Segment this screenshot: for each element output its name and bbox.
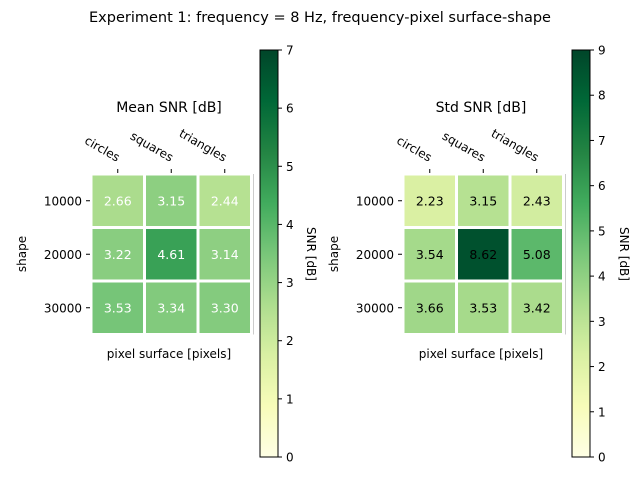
heatmap-cell [508, 279, 565, 336]
colorbar-tick-label: 4 [598, 270, 606, 284]
cell-value-label: 3.34 [157, 300, 185, 315]
colorbar-tick-label: 5 [286, 160, 294, 174]
y-axis-label: shape [15, 236, 29, 272]
y-tick-label: 10000 [44, 194, 82, 208]
heatmap-cell [455, 226, 512, 283]
y-tick-label: 20000 [356, 248, 394, 262]
colorbar-tick-label: 8 [598, 89, 606, 103]
heatmap-cell [455, 172, 512, 229]
colorbar-tick-label: 2 [286, 334, 294, 348]
colorbar-tick-label: 7 [286, 44, 294, 58]
y-tick-label: 10000 [356, 194, 394, 208]
colorbar-tick-label: 4 [286, 218, 294, 232]
colorbar-tick-label: 5 [598, 224, 606, 238]
cell-value-label: 3.53 [469, 300, 497, 315]
x-tick-label: circles [82, 133, 122, 164]
cell-value-label: 3.66 [416, 300, 444, 315]
heatmap-panel-mean: Mean SNR [dB] 2.66 3.15 2.44 3.22 4.61 3.14 3.… [15, 44, 318, 465]
panel-title: Std SNR [dB] [436, 100, 527, 116]
heatmap-cell [508, 172, 565, 229]
cell-value-label: 2.44 [211, 193, 239, 208]
colorbar: 0 1 2 3 4 5 6 7 [259, 44, 294, 465]
heatmap-cell [455, 279, 512, 336]
cell-value-label: 3.14 [211, 247, 239, 262]
colorbar-tick-label: 1 [598, 405, 606, 419]
heatmap-panel-std: Std SNR [dB] 2.23 3.15 2.43 3.54 8.62 5.08 3.6… [327, 44, 631, 465]
cell-value-label: 2.43 [523, 193, 551, 208]
x-axis-ticks: circles squares triangles [82, 126, 229, 173]
x-axis-label: pixel surface [pixels] [107, 347, 231, 361]
x-tick-label: squares [440, 129, 488, 165]
cell-value-label: 3.53 [104, 300, 132, 315]
colorbar-tick-label: 3 [598, 315, 606, 329]
colorbar-tick-label: 2 [598, 360, 606, 374]
heatmap-cells: 2.23 3.15 2.43 3.54 8.62 5.08 3.66 3.53 3.42 [401, 172, 566, 336]
heatmap-cell [508, 226, 565, 283]
heatmap-cell [196, 226, 253, 283]
y-axis-label: shape [327, 236, 341, 272]
x-tick-label: triangles [489, 126, 541, 164]
colorbar-tick-label: 0 [286, 451, 294, 465]
cell-value-label: 3.15 [469, 193, 497, 208]
heatmap-cells: 2.66 3.15 2.44 3.22 4.61 3.14 3.53 3.34 3.30 [89, 172, 254, 336]
cell-value-label: 3.30 [211, 300, 239, 315]
colorbar-tick-label: 7 [598, 134, 606, 148]
colorbar-gradient [571, 49, 591, 458]
cell-value-label: 3.22 [104, 247, 132, 262]
x-axis-label: pixel surface [pixels] [419, 347, 543, 361]
colorbar-tick-label: 6 [598, 179, 606, 193]
y-tick-label: 30000 [44, 301, 82, 315]
heatmap-cell [196, 279, 253, 336]
colorbar-label: SNR [dB] [617, 227, 631, 281]
cell-value-label: 2.66 [104, 193, 132, 208]
colorbar-tick-label: 1 [286, 392, 294, 406]
y-tick-label: 20000 [44, 248, 82, 262]
x-tick-label: squares [128, 129, 176, 165]
y-axis-ticks: 10000 20000 30000 [356, 194, 402, 315]
figure-suptitle: Experiment 1: frequency = 8 Hz, frequenc… [89, 10, 551, 26]
panel-title: Mean SNR [dB] [116, 100, 222, 116]
x-tick-label: triangles [177, 126, 229, 164]
y-axis-ticks: 10000 20000 30000 [44, 194, 90, 315]
heatmap-cell [89, 279, 146, 336]
colorbar-gradient [259, 49, 279, 458]
colorbar-tick-label: 0 [598, 451, 606, 465]
cell-value-label: 2.23 [416, 193, 444, 208]
cell-value-label: 4.61 [157, 247, 185, 262]
cell-value-label: 8.62 [469, 247, 497, 262]
colorbar-tick-label: 6 [286, 102, 294, 116]
cell-value-label: 3.42 [523, 300, 551, 315]
cell-value-label: 3.54 [416, 247, 444, 262]
x-axis-ticks: circles squares triangles [394, 126, 541, 173]
colorbar: 0 1 2 3 4 5 6 7 8 9 [571, 44, 606, 465]
cell-value-label: 3.15 [157, 193, 185, 208]
y-tick-label: 30000 [356, 301, 394, 315]
x-tick-label: circles [394, 133, 434, 164]
colorbar-label: SNR [dB] [304, 227, 318, 281]
heatmap-cell [143, 279, 200, 336]
cell-value-label: 5.08 [523, 247, 551, 262]
colorbar-tick-label: 3 [286, 276, 294, 290]
colorbar-tick-label: 9 [598, 44, 606, 58]
